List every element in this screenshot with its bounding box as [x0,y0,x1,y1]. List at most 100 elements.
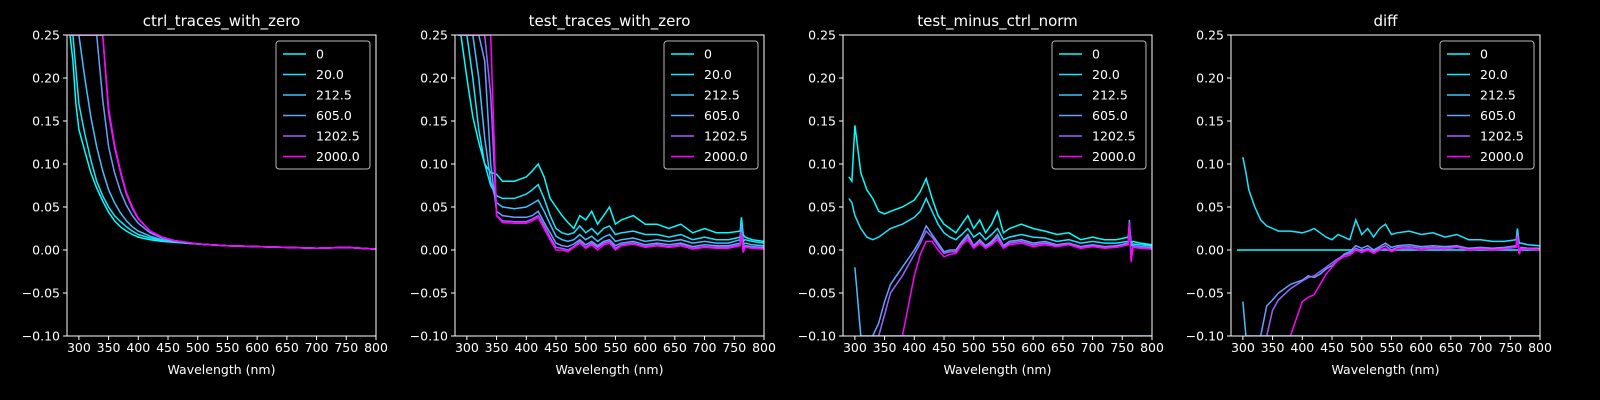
legend-label: 605.0 [1480,108,1516,123]
legend-label: 2000.0 [316,149,360,164]
x-tick-label: 750 [722,340,746,355]
y-tick-label: −0.05 [1186,286,1224,301]
legend-label: 1202.5 [1092,129,1136,144]
y-tick-label: 0.05 [420,200,448,215]
x-tick-label: 300 [455,340,479,355]
legend-label: 212.5 [1480,88,1516,103]
y-tick-label: 0.20 [808,71,836,86]
x-tick-label: 550 [216,340,240,355]
y-tick-label: 0.25 [32,28,60,43]
legend-label: 212.5 [704,88,740,103]
x-tick-label: 700 [1081,340,1105,355]
chart-panel-3: 300 350 400 450 500 550 600 650 700 750 800 −0.10 −0… [798,12,1164,377]
series-line-2000-0 [458,35,764,253]
x-tick-label: 550 [992,340,1016,355]
y-tick-label: 0.00 [808,243,836,258]
legend-label: 2000.0 [1092,149,1136,164]
y-tick-label: −0.10 [798,329,836,344]
plot-frame [454,34,765,337]
y-tick-label: 0.15 [808,114,836,129]
x-axis-label: Wavelength (nm) [168,362,276,377]
chart-panel-2: 300 350 400 450 500 550 600 650 700 750 800 −0.10 −0… [410,12,776,377]
y-tick-label: 0.15 [1196,114,1224,129]
legend-label: 1202.5 [316,129,360,144]
x-tick-label: 750 [334,340,358,355]
legend-box [1439,40,1535,170]
series-line-605-0 [1259,232,1540,336]
y-tick-label: 0.20 [420,71,448,86]
x-tick-label: 550 [1380,340,1404,355]
x-tick-label: 450 [156,340,180,355]
x-tick-label: 450 [544,340,568,355]
x-tick-label: 550 [604,340,628,355]
legend: 0 20.0 212.5 605.0 1202.5 2000.0 [1439,40,1535,170]
y-tick-label: 0.10 [808,157,836,172]
x-tick-label: 600 [1021,340,1045,355]
x-tick-label: 650 [275,340,299,355]
legend-label: 1202.5 [704,129,748,144]
x-tick-label: 350 [97,340,121,355]
x-tick-label: 650 [663,340,687,355]
x-tick-label: 500 [186,340,210,355]
x-tick-label: 600 [633,340,657,355]
x-tick-label: 400 [126,340,150,355]
legend-label: 20.0 [316,67,344,82]
x-axis-label: Wavelength (nm) [556,362,664,377]
legend-label: 0 [1480,47,1488,62]
series-lines [1236,156,1540,336]
chart-title: diff [1373,12,1398,30]
series-line-605-0 [872,219,1152,336]
y-tick-label: 0.00 [32,243,60,258]
y-tick-label: −0.10 [410,329,448,344]
x-tick-label: 350 [873,340,897,355]
plot-frame [1230,34,1541,337]
y-tick-label: 0.20 [32,71,60,86]
legend: 0 20.0 212.5 605.0 1202.5 2000.0 [663,40,759,170]
y-tick-label: 0.10 [32,157,60,172]
x-tick-label: 650 [1051,340,1075,355]
series-lines [848,125,1152,336]
x-tick-label: 700 [1469,340,1493,355]
legend-label: 212.5 [1092,88,1128,103]
y-tick-label: 0.05 [1196,200,1224,215]
x-tick-label: 400 [1290,340,1314,355]
y-tick-label: −0.05 [410,286,448,301]
y-tick-label: 0.20 [1196,71,1224,86]
plot-frame [66,34,377,337]
chart-title: test_minus_ctrl_norm [917,12,1078,31]
x-tick-label: 350 [1261,340,1285,355]
x-tick-label: 500 [1350,340,1374,355]
x-axis-label: Wavelength (nm) [1332,362,1440,377]
series-lines [458,35,764,253]
series-line-212-5 [1242,301,1540,336]
x-tick-label: 600 [245,340,269,355]
x-tick-label: 800 [364,340,388,355]
legend-label: 0 [1092,47,1100,62]
x-tick-label: 400 [902,340,926,355]
series-line-1202-5 [877,221,1152,336]
legend-label: 20.0 [704,67,732,82]
x-tick-label: 800 [752,340,776,355]
x-tick-label: 700 [305,340,329,355]
legend-label: 20.0 [1480,67,1508,82]
y-tick-label: 0.00 [1196,243,1224,258]
chart-panel-1: 300 350 400 450 500 550 600 650 700 750 800 −0.10 −0… [22,12,388,377]
y-tick-label: 0.25 [420,28,448,43]
series-line-0 [848,125,1152,246]
legend-box [663,40,759,170]
series-line-20-0 [848,196,1152,248]
legend-label: 605.0 [316,108,352,123]
y-tick-label: 0.05 [808,200,836,215]
legend-box [1051,40,1147,170]
legend: 0 20.0 212.5 605.0 1202.5 2000.0 [1051,40,1147,170]
x-tick-label: 300 [67,340,91,355]
y-tick-label: 0.25 [1196,28,1224,43]
legend-label: 2000.0 [1480,149,1524,164]
legend-label: 2000.0 [704,149,748,164]
y-tick-label: 0.10 [420,157,448,172]
x-tick-label: 750 [1498,340,1522,355]
y-tick-label: 0.05 [32,200,60,215]
legend-label: 20.0 [1092,67,1120,82]
x-tick-label: 800 [1140,340,1164,355]
y-tick-label: 0.00 [420,243,448,258]
